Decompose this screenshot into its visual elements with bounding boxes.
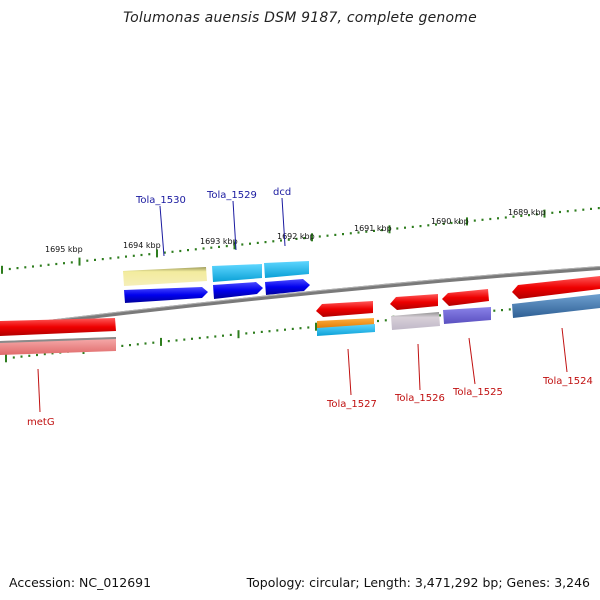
outer-tick-track [1, 207, 600, 274]
feature-tola-1530-cds [123, 267, 207, 286]
gene-label-tola-1529[interactable]: Tola_1529 [206, 190, 257, 201]
feature-tola-1529-cds [212, 264, 262, 282]
feature-tola-1527-cds [317, 318, 374, 329]
feature-tola-1526-cds [391, 312, 440, 330]
gene-tola-1524[interactable] [512, 276, 600, 299]
gene-tola-1529[interactable] [213, 282, 263, 299]
tick-label: 1690 kbp [431, 217, 469, 226]
gene-label-tola-1525[interactable]: Tola_1525 [452, 387, 503, 398]
gene-label-tola-1527[interactable]: Tola_1527 [326, 399, 377, 410]
forward-genes [123, 261, 310, 303]
tick-label: 1694 kbp [123, 241, 161, 250]
feature-tola-1525-cds [443, 307, 491, 324]
tick-labels: 1695 kbp 1694 kbp 1693 kbp 1692 kbp 1691… [45, 208, 546, 254]
gene-label-dcd[interactable]: dcd [273, 187, 291, 198]
gene-tola-1525[interactable] [442, 289, 489, 306]
gene-label-tola-1526[interactable]: Tola_1526 [394, 393, 445, 404]
gene-tola-1527[interactable] [316, 301, 373, 317]
feature-tola-1524-cds [512, 294, 600, 318]
tick-label: 1692 kbp [277, 232, 315, 241]
accession-text: Accession: NC_012691 [9, 575, 152, 590]
gene-dcd[interactable] [265, 279, 310, 295]
map-title: Tolumonas auensis DSM 9187, complete gen… [123, 10, 477, 26]
topology-summary: Topology: circular; Length: 3,471,292 bp… [246, 575, 590, 590]
genome-backbone [0, 266, 600, 330]
gene-tola-1530[interactable] [124, 287, 208, 303]
tick-label: 1691 kbp [354, 224, 392, 233]
feature-dcd-cds [264, 261, 309, 278]
reverse-genes [0, 276, 600, 355]
tick-label: 1693 kbp [200, 237, 238, 246]
gene-label-tola-1524[interactable]: Tola_1524 [542, 376, 593, 387]
gene-tola-1526[interactable] [390, 294, 438, 310]
gene-metg[interactable] [0, 318, 116, 336]
gene-label-tola-1530[interactable]: Tola_1530 [135, 195, 186, 206]
tick-label: 1695 kbp [45, 245, 83, 254]
gene-label-metg[interactable]: metG [27, 417, 55, 428]
callout-lines [37, 197, 568, 413]
tick-label: 1689 kbp [508, 208, 546, 217]
